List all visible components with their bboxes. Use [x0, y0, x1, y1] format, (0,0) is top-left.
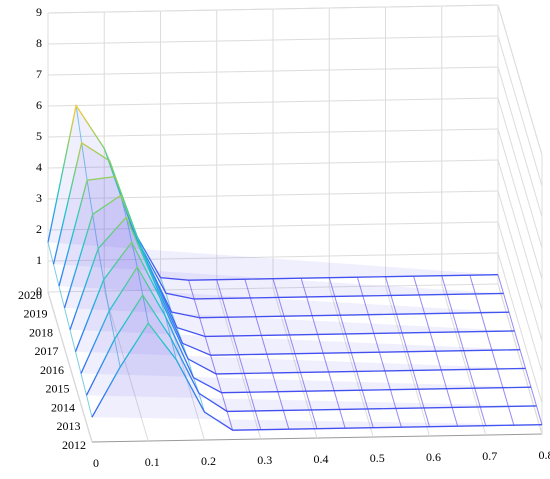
x-tick-label: 0.6 [426, 450, 441, 464]
grid-line [497, 97, 543, 249]
z-tick-label: 9 [36, 5, 42, 19]
x-tick-label: 0 [93, 456, 99, 470]
grid-line [497, 190, 543, 342]
surface-line [80, 265, 532, 394]
y-tick-label: 2015 [46, 382, 70, 396]
grid-line [497, 66, 543, 218]
y-tick-label: 2014 [51, 400, 75, 414]
surface-line [69, 216, 521, 356]
grid-line [272, 287, 318, 439]
z-tick-label: 4 [36, 160, 42, 174]
grid-line [497, 35, 543, 187]
grid-line [328, 286, 374, 438]
y-tick-label: 2013 [57, 419, 81, 433]
grid-line [47, 291, 93, 443]
y-tick-label: 2019 [24, 307, 48, 321]
z-tick-label: 1 [36, 253, 42, 267]
grid-line [497, 159, 543, 311]
x-tick-label: 0.5 [370, 451, 385, 465]
grid-line [103, 290, 149, 442]
y-tick-label: 2020 [18, 288, 42, 302]
z-tick-label: 2 [36, 222, 42, 236]
y-tick-label: 2012 [62, 438, 86, 452]
surface-line [85, 293, 537, 413]
y-tick-label: 2016 [40, 363, 64, 377]
x-tick-label: 0.7 [482, 449, 497, 463]
grid-line [497, 128, 543, 280]
z-tick-label: 3 [36, 191, 42, 205]
z-tick-label: 6 [36, 98, 42, 112]
grid-line [497, 4, 543, 156]
y-tick-label: 2018 [29, 325, 53, 339]
surface-line [74, 240, 526, 375]
x-tick-label: 0.1 [145, 455, 160, 469]
x-tick-label: 0.4 [314, 452, 329, 466]
x-tick-label: 0.8 [539, 448, 550, 462]
grid-line [216, 288, 262, 440]
grid-line [497, 252, 543, 404]
z-tick-label: 0 [36, 284, 42, 298]
z-tick-label: 7 [36, 67, 42, 81]
surface-line [63, 194, 515, 338]
grid-line [497, 283, 543, 435]
y-tick-label: 2017 [35, 344, 59, 358]
x-tick-label: 0.2 [201, 454, 216, 468]
grid-line [385, 285, 430, 437]
grid-line [441, 284, 487, 436]
z-tick-label: 8 [36, 36, 42, 50]
surface-line [91, 322, 543, 431]
grid-line [497, 221, 543, 373]
z-tick-label: 5 [36, 129, 42, 143]
x-tick-label: 0.3 [257, 453, 272, 467]
